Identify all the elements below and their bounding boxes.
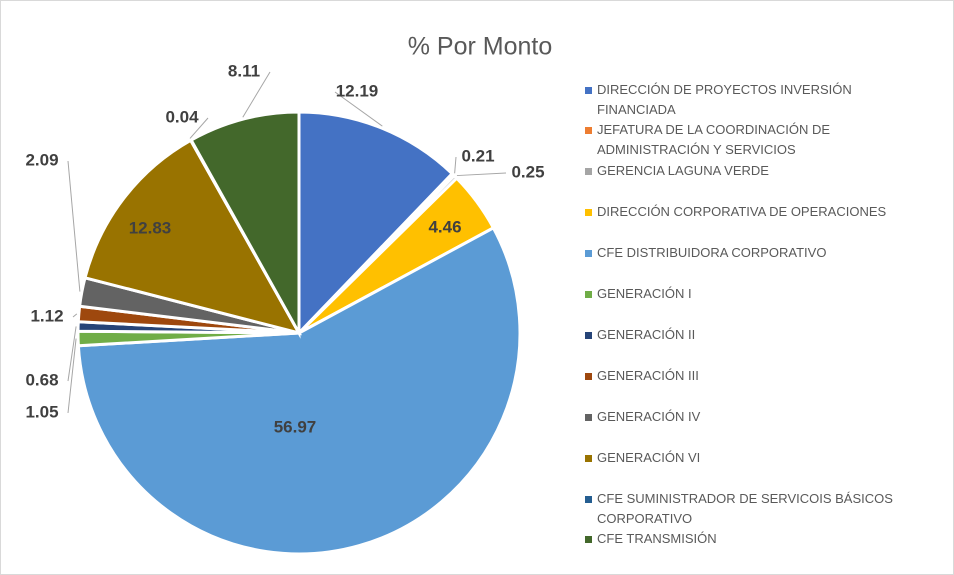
data-label: 2.09 (25, 150, 58, 169)
pie-slice (189, 110, 301, 339)
data-label: 12.83 (129, 218, 172, 237)
legend-swatch (585, 414, 592, 421)
legend-swatch (585, 168, 592, 175)
data-label: 4.46 (428, 217, 461, 236)
data-label: 0.04 (165, 107, 199, 126)
leader-line (72, 313, 78, 318)
legend-label: JEFATURA DE LA COORDINACIÓN DE ADMINISTR… (597, 122, 834, 157)
legend-label: CFE TRANSMISIÓN (597, 531, 717, 546)
legend-label: CFE SUMINISTRADOR DE SERVICOIS BÁSICOS C… (597, 491, 897, 526)
legend-swatch (585, 127, 592, 134)
legend-label: CFE DISTRIBUIDORA CORPORATIVO (597, 245, 826, 260)
data-label: 1.05 (25, 402, 58, 421)
legend-label: GENERACIÓN VI (597, 450, 700, 465)
data-label: 56.97 (274, 417, 317, 436)
data-label: 8.11 (228, 61, 260, 80)
leader-line (67, 338, 77, 414)
legend-label: GENERACIÓN III (597, 368, 699, 383)
leader-line (454, 156, 457, 174)
leader-line (67, 160, 81, 292)
leader-line (456, 172, 507, 177)
pie-slice (76, 225, 522, 556)
legend-swatch (585, 373, 592, 380)
legend-swatch (585, 332, 592, 339)
pie-slice (83, 138, 303, 336)
leader-line (242, 71, 271, 118)
legend-label: DIRECCIÓN DE PROYECTOS INVERSIÓN FINANCI… (597, 82, 855, 117)
leader-line (67, 326, 77, 382)
data-label: 0.25 (511, 162, 544, 181)
legend-label: GERENCIA LAGUNA VERDE (597, 163, 769, 178)
legend-swatch (585, 455, 592, 462)
legend-label: GENERACIÓN II (597, 327, 695, 342)
legend-swatch (585, 209, 592, 216)
chart-title: % Por Monto (408, 33, 553, 61)
legend-swatch (585, 291, 592, 298)
leader-line (189, 117, 209, 139)
legend-swatch (585, 250, 592, 257)
data-label: 1.12 (30, 306, 63, 325)
leader-line (334, 91, 383, 127)
data-label: 0.21 (461, 146, 494, 165)
legend-label: DIRECCIÓN CORPORATIVA DE OPERACIONES (597, 204, 887, 219)
legend-swatch (585, 536, 592, 543)
legend-label: GENERACIÓN IV (597, 409, 701, 424)
data-label: 12.19 (336, 81, 379, 100)
legend-label: GENERACIÓN I (597, 286, 692, 301)
data-label: 0.68 (25, 370, 58, 389)
legend-swatch (585, 87, 592, 94)
legend-swatch (585, 496, 592, 503)
pie-slice (297, 110, 455, 337)
